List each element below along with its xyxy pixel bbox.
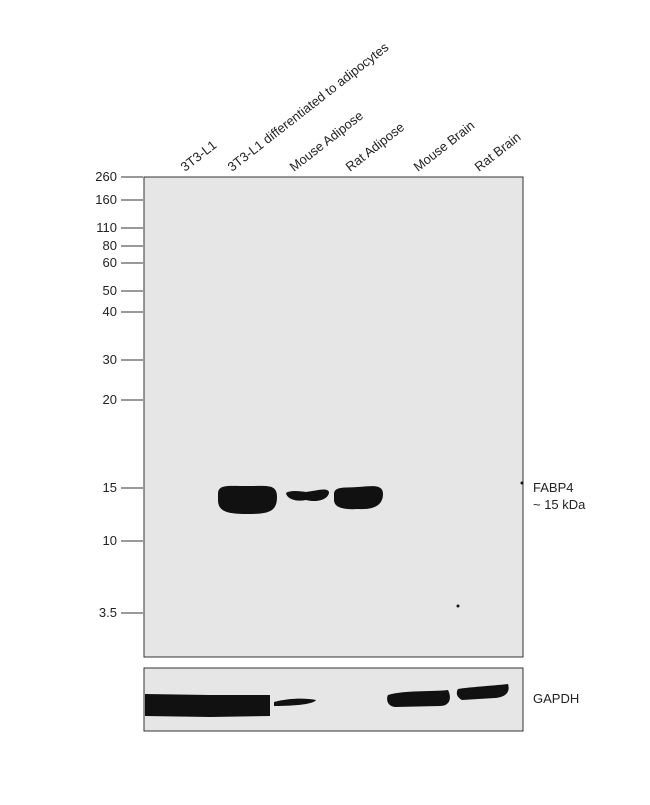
gapdh-bands <box>145 684 509 717</box>
band <box>286 489 329 502</box>
marker-label: 50 <box>103 283 117 298</box>
speck <box>520 481 524 485</box>
marker-label: 20 <box>103 392 117 407</box>
marker-label: 60 <box>103 255 117 270</box>
marker-label: 30 <box>103 352 117 367</box>
band <box>387 690 450 707</box>
band <box>456 684 509 700</box>
lane-labels: 3T3-L1 3T3-L1 differentiated to adipocyte… <box>178 39 524 174</box>
lane-label: Rat Brain <box>472 129 524 174</box>
marker-ladder: 260 160 110 80 60 50 40 30 20 15 10 3.5 <box>95 169 143 620</box>
target-name: FABP4 <box>533 480 573 495</box>
lane-label: Mouse Brain <box>411 118 478 175</box>
main-blot <box>143 176 524 658</box>
band <box>274 698 316 706</box>
lane-label: 3T3-L1 <box>178 137 220 174</box>
marker-label: 80 <box>103 238 117 253</box>
fabp4-bands <box>218 481 524 608</box>
marker-label: 160 <box>95 192 117 207</box>
target-size: ~ 15 kDa <box>533 497 586 512</box>
marker-label: 260 <box>95 169 117 184</box>
marker-label: 15 <box>103 480 117 495</box>
marker-label: 40 <box>103 304 117 319</box>
band <box>218 485 277 514</box>
speck <box>456 604 460 608</box>
control-name: GAPDH <box>533 691 579 706</box>
band <box>145 694 270 717</box>
marker-label: 110 <box>96 220 117 235</box>
band <box>334 486 383 510</box>
marker-label: 3.5 <box>99 605 117 620</box>
marker-label: 10 <box>103 533 117 548</box>
